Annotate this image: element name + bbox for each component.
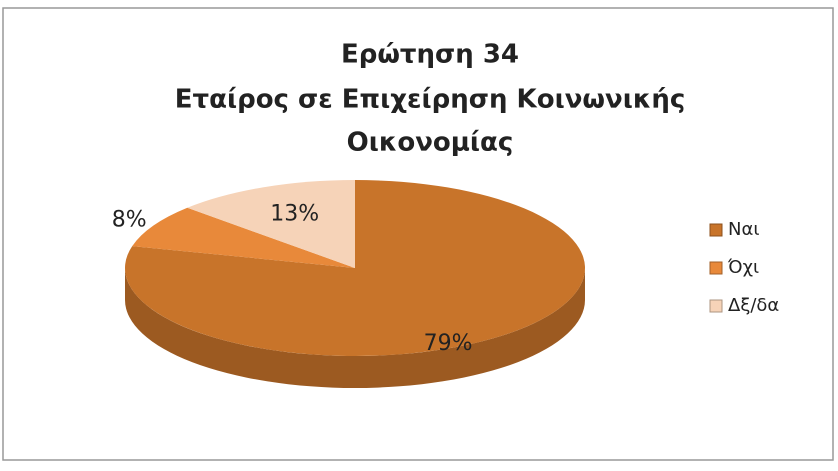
data-label: 8%	[112, 208, 147, 233]
legend-label: Δξ/δα	[728, 295, 779, 316]
chart-title: Οικονομίας	[347, 128, 514, 158]
legend-swatch	[709, 299, 723, 313]
pie-slice	[132, 207, 355, 268]
chart-title: Εταίρος σε Επιχείρηση Κοινωνικής	[175, 85, 686, 115]
legend-label: Ναι	[728, 219, 759, 240]
pie-side	[125, 268, 585, 388]
legend-swatch	[709, 261, 723, 275]
data-label: 13%	[270, 202, 319, 227]
legend-swatch	[709, 223, 723, 237]
pie-slice	[187, 180, 355, 268]
chart-title: Ερώτηση 34	[341, 40, 519, 70]
data-label: 79%	[424, 331, 473, 356]
legend-label: Όχι	[727, 257, 759, 278]
